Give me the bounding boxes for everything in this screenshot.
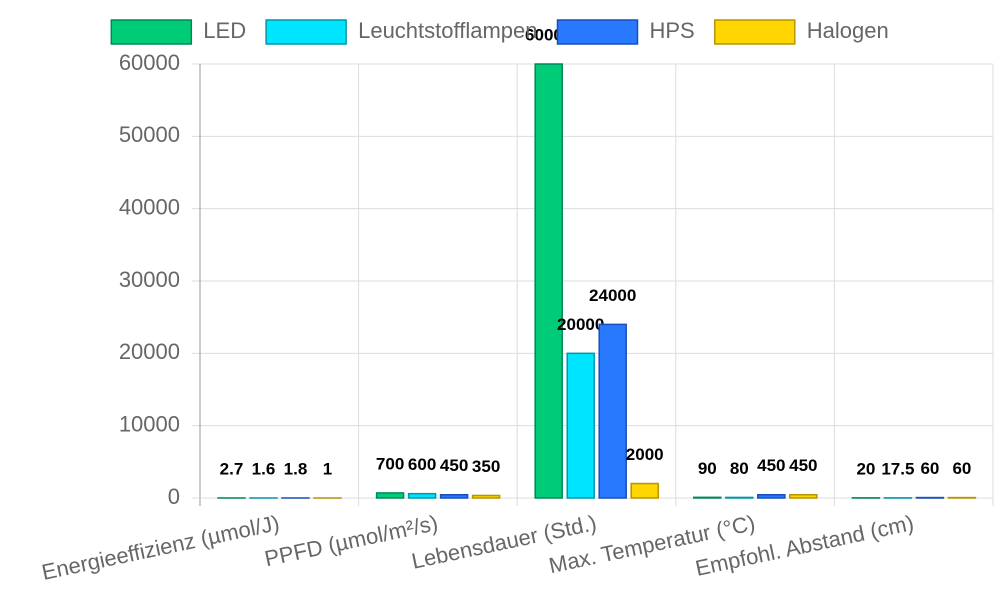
value-label: 1 (323, 459, 332, 478)
bar (757, 493, 786, 499)
legend-swatch (556, 19, 639, 45)
value-label: 450 (757, 456, 785, 475)
bar (598, 323, 627, 499)
value-label: 2000 (626, 445, 664, 464)
value-label: 80 (730, 459, 749, 478)
y-tick-label: 50000 (119, 122, 180, 147)
y-tick-label: 30000 (119, 267, 180, 292)
value-label: 700 (376, 454, 404, 473)
legend-label: HPS (649, 18, 694, 43)
value-label: 60 (952, 459, 971, 478)
bar (566, 352, 595, 499)
legend-swatch (713, 19, 796, 45)
bar (534, 63, 563, 499)
value-label: 60 (920, 459, 939, 478)
legend-swatch (110, 19, 193, 45)
value-label: 350 (472, 457, 500, 476)
value-label: 450 (440, 456, 468, 475)
value-label: 450 (789, 456, 817, 475)
y-tick-label: 10000 (119, 411, 180, 436)
bar (375, 492, 405, 499)
value-label: 2.7 (220, 459, 244, 478)
y-tick-label: 0 (168, 484, 180, 509)
x-tick-label: Energieeffizienz (µmol/J) (40, 510, 282, 585)
bar (630, 482, 659, 499)
y-tick-label: 60000 (119, 50, 180, 75)
value-label: 90 (698, 459, 717, 478)
y-tick-label: 40000 (119, 194, 180, 219)
y-tick-label: 20000 (119, 339, 180, 364)
value-label: 20 (856, 459, 875, 478)
value-label: 1.6 (252, 459, 276, 478)
bar (693, 496, 722, 499)
value-label: 20000 (557, 315, 604, 334)
bar (725, 496, 754, 499)
value-label: 17.5 (881, 459, 914, 478)
legend-label: LED (203, 18, 246, 43)
bar (789, 493, 818, 499)
value-label: 1.8 (284, 459, 308, 478)
bar (407, 492, 437, 499)
bar (439, 493, 469, 499)
bar (471, 494, 501, 499)
legend-label: Halogen (807, 18, 889, 43)
value-label: 600 (408, 455, 436, 474)
legend-swatch (265, 19, 347, 45)
legend-label: Leuchtstofflampen (358, 18, 537, 43)
value-label: 24000 (589, 286, 636, 305)
